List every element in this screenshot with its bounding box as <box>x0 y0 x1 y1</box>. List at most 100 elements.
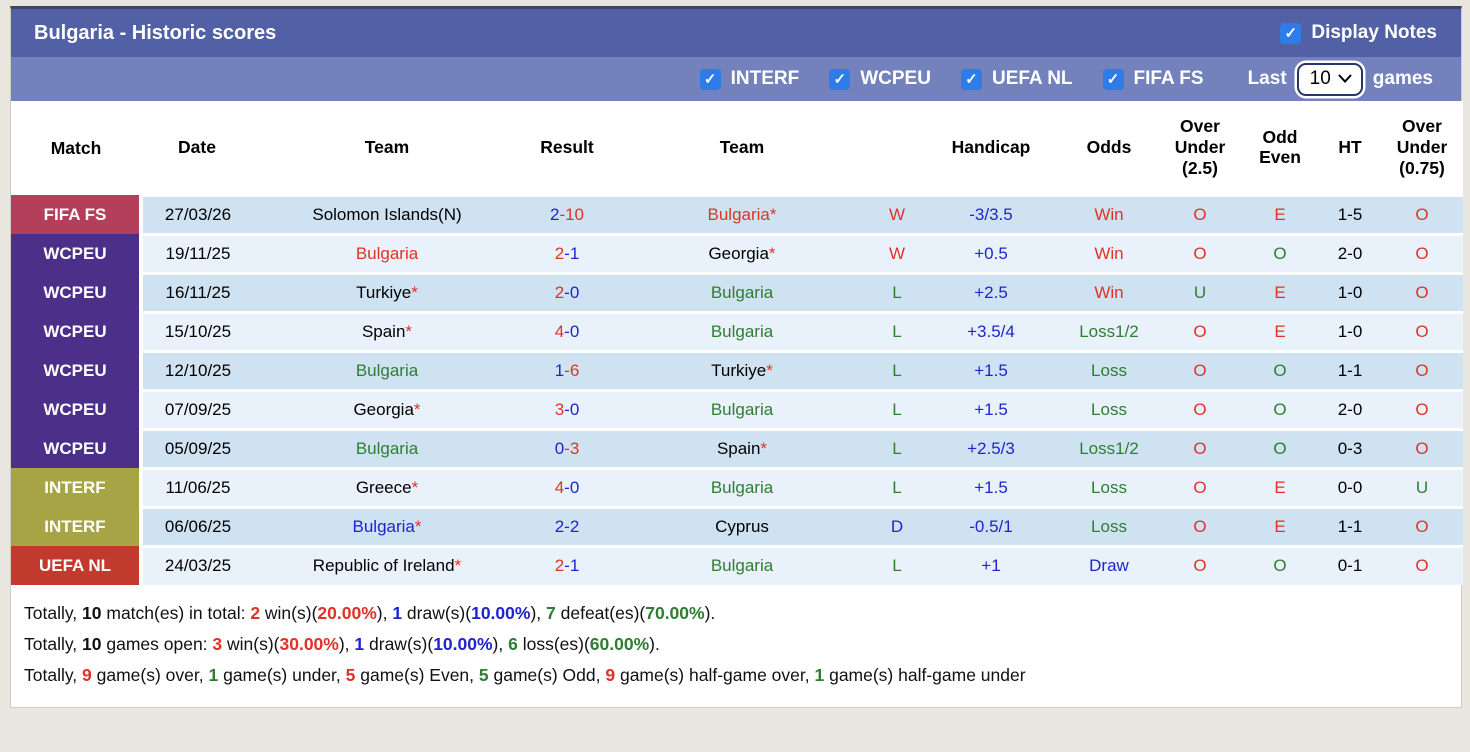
home-score: 4 <box>554 321 565 341</box>
match-badge: INTERF <box>11 507 143 546</box>
column-header-12: Over Under (0.75) <box>1381 101 1463 195</box>
wld-cell: L <box>871 466 923 507</box>
home-advantage-star: * <box>411 477 419 497</box>
over-under-075-cell: O <box>1381 505 1463 546</box>
result-cell: 4-0 <box>521 310 613 351</box>
summary-section: Totally, 10 match(es) in total: 2 win(s)… <box>11 585 1461 707</box>
home-advantage-star: * <box>405 321 413 341</box>
home-score: 1 <box>554 360 565 380</box>
away-team-cell: Bulgaria <box>613 466 871 507</box>
date-cell: 27/03/26 <box>141 193 253 234</box>
games-label: games <box>1372 68 1433 89</box>
odds-cell: Loss1/2 <box>1059 427 1159 468</box>
home-score: 2 <box>554 556 565 576</box>
check-icon: ✓ <box>703 71 717 88</box>
match-badge: WCPEU <box>11 429 143 468</box>
away-team-cell: Bulgaria <box>613 271 871 312</box>
result-cell: 2-1 <box>521 232 613 273</box>
column-header-4: Result <box>521 101 613 195</box>
wld-cell: W <box>871 232 923 273</box>
away-score: -0 <box>564 399 580 419</box>
over-under-25-cell: O <box>1159 310 1241 351</box>
summary-segment: ), <box>530 603 547 623</box>
over-under-25-cell: O <box>1159 427 1241 468</box>
checkbox-icon[interactable]: ✓ <box>1102 68 1124 90</box>
over-under-075-cell: O <box>1381 310 1463 351</box>
home-score: 2 <box>549 204 560 224</box>
match-badge: WCPEU <box>11 390 143 429</box>
summary-segment: ). <box>704 603 716 623</box>
checkbox-icon[interactable]: ✓ <box>960 68 982 90</box>
summary-segment: 10.00% <box>471 603 531 623</box>
historic-scores-table: Match Date Team Result Team Handicap Odds Over … <box>11 101 1463 585</box>
check-icon: ✓ <box>1106 71 1120 88</box>
filter-label: UEFA NL <box>991 68 1073 89</box>
summary-segment: 60.00% <box>589 634 650 654</box>
home-team-name: Bulgaria <box>355 243 419 263</box>
column-header-9: Over Under (2.5) <box>1159 101 1241 195</box>
games-count-select[interactable]: 10 <box>1296 62 1363 96</box>
ht-cell: 2-0 <box>1319 388 1381 429</box>
column-header-1: Match <box>11 101 141 195</box>
over-under-25-cell: O <box>1159 466 1241 507</box>
away-score: -0 <box>564 282 580 302</box>
summary-segment: 10 <box>82 634 102 654</box>
home-team-cell: Solomon Islands(N) <box>253 193 521 234</box>
home-team-cell: Georgia* <box>253 388 521 429</box>
filter-uefa-nl[interactable]: ✓ UEFA NL <box>960 68 1073 90</box>
summary-segment: draw(s)( <box>364 634 434 654</box>
summary-segment: win(s)( <box>222 634 280 654</box>
table-row: WCPEU 12/10/25 Bulgaria 1-6 Turkiye* L +1.5 Los… <box>11 349 1463 390</box>
table-row: WCPEU 05/09/25 Bulgaria 0-3 Spain* L +2.5/3 Los… <box>11 427 1463 468</box>
filter-wcpeu[interactable]: ✓ WCPEU <box>829 68 931 90</box>
result-cell: 3-0 <box>521 388 613 429</box>
home-score: 3 <box>554 399 565 419</box>
summary-segment: 6 <box>508 634 518 654</box>
checkbox-icon[interactable]: ✓ <box>699 68 721 90</box>
ht-cell: 1-5 <box>1319 193 1381 234</box>
handicap-cell: +2.5 <box>923 271 1059 312</box>
table-row: WCPEU 19/11/25 Bulgaria 2-1 Georgia* W +0.5 Win… <box>11 232 1463 273</box>
away-team-cell: Cyprus <box>613 505 871 546</box>
summary-segment: defeat(es)( <box>555 603 646 623</box>
away-team-cell: Bulgaria <box>613 544 871 585</box>
competition-filters: ✓ INTERF ✓ WCPEU ✓ UEFA NL ✓ FIFA FS <box>699 68 1204 90</box>
chevron-down-icon <box>1338 74 1352 83</box>
handicap-cell: +1.5 <box>923 349 1059 390</box>
away-team-cell: Spain* <box>613 427 871 468</box>
over-under-075-cell: O <box>1381 349 1463 390</box>
ht-cell: 0-3 <box>1319 427 1381 468</box>
away-score: -0 <box>564 477 580 497</box>
filter-fifa-fs[interactable]: ✓ FIFA FS <box>1102 68 1204 90</box>
table-header: Match Date Team Result Team Handicap Odds Over … <box>11 101 1463 195</box>
date-cell: 19/11/25 <box>141 232 253 273</box>
column-header-6 <box>871 101 923 195</box>
filter-bar: ✓ INTERF ✓ WCPEU ✓ UEFA NL ✓ FIFA FS Last 10 ga… <box>11 57 1461 101</box>
summary-segment: 10 <box>82 603 102 623</box>
result-cell: 4-0 <box>521 466 613 507</box>
filter-interf[interactable]: ✓ INTERF <box>699 68 799 90</box>
home-team-name: Republic of Ireland <box>312 556 455 576</box>
away-team-name: Turkiye <box>711 360 767 380</box>
page-title: Bulgaria - Historic scores <box>34 21 277 44</box>
display-notes-checkbox[interactable]: ✓ <box>1280 22 1302 44</box>
date-cell: 15/10/25 <box>141 310 253 351</box>
home-advantage-star: * <box>454 556 462 576</box>
away-team-cell: Turkiye* <box>613 349 871 390</box>
home-score: 2 <box>554 282 565 302</box>
summary-segment: 2 <box>250 603 261 623</box>
summary-segment: 9 <box>82 665 92 685</box>
wld-cell: L <box>871 349 923 390</box>
home-team-cell: Bulgaria <box>253 232 521 273</box>
odds-cell: Draw <box>1059 544 1159 585</box>
match-badge: WCPEU <box>11 312 143 351</box>
summary-segment: game(s) Even, <box>355 665 479 685</box>
wld-cell: L <box>871 388 923 429</box>
checkbox-icon[interactable]: ✓ <box>829 68 851 90</box>
home-team-name: Georgia <box>353 399 414 419</box>
away-team-name: Bulgaria <box>710 399 774 419</box>
handicap-cell: +3.5/4 <box>923 310 1059 351</box>
home-team-name: Solomon Islands(N) <box>312 204 462 224</box>
display-notes-toggle[interactable]: ✓ Display Notes <box>1280 22 1437 44</box>
summary-segment: draw(s)( <box>402 603 472 623</box>
